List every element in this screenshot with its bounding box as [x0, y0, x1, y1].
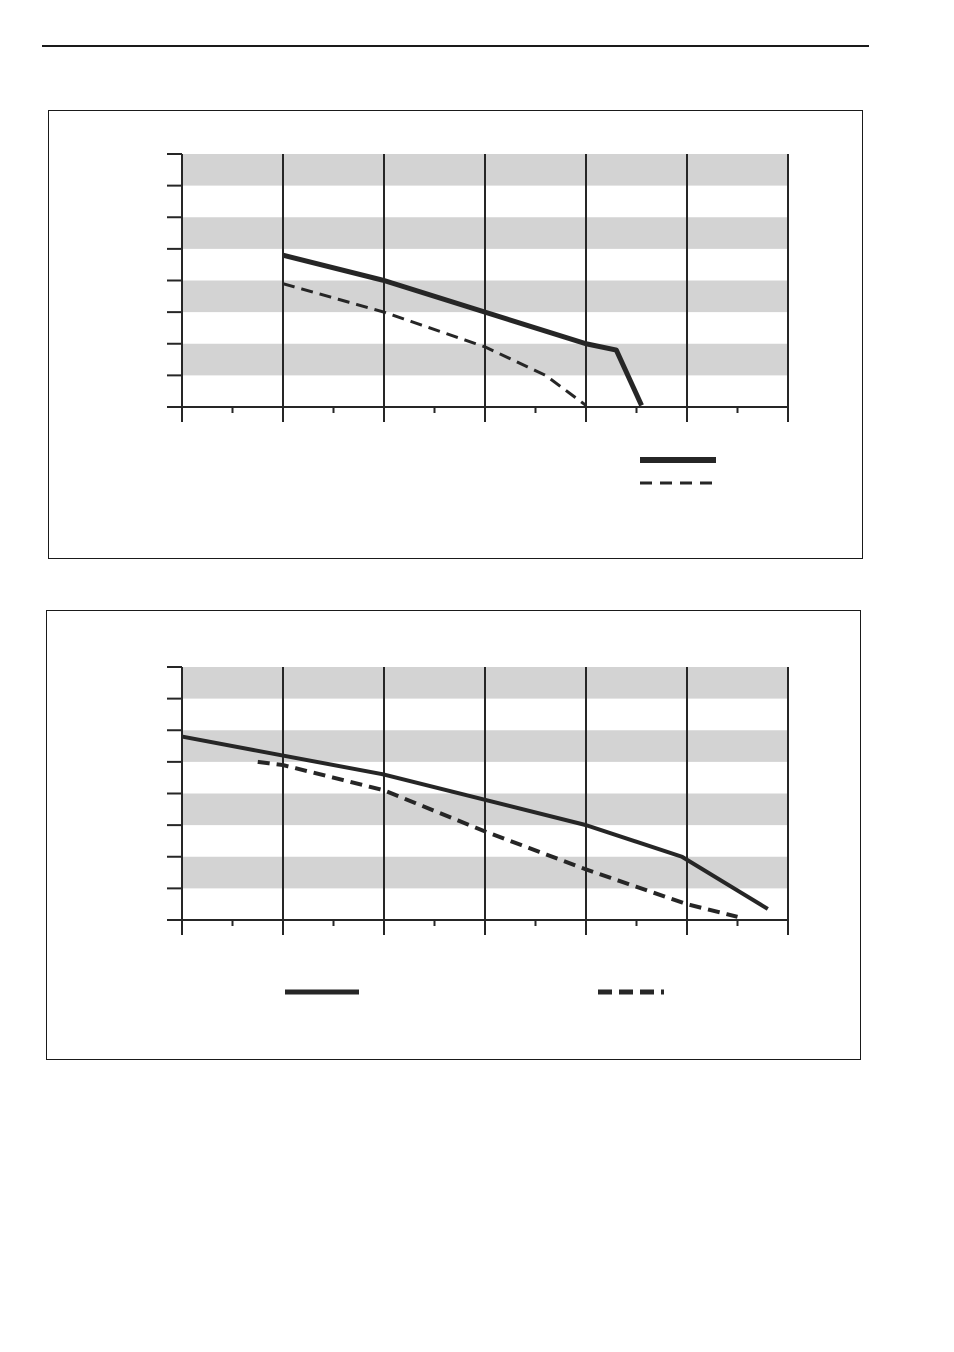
chart-2-series-solid-line: [181, 734, 769, 911]
top-rule: [42, 45, 869, 47]
chart-1-series-solid-line: [282, 252, 644, 407]
chart-2-series-dashed-line: [257, 759, 738, 919]
chart-1-series-dashed-line: [282, 282, 587, 407]
